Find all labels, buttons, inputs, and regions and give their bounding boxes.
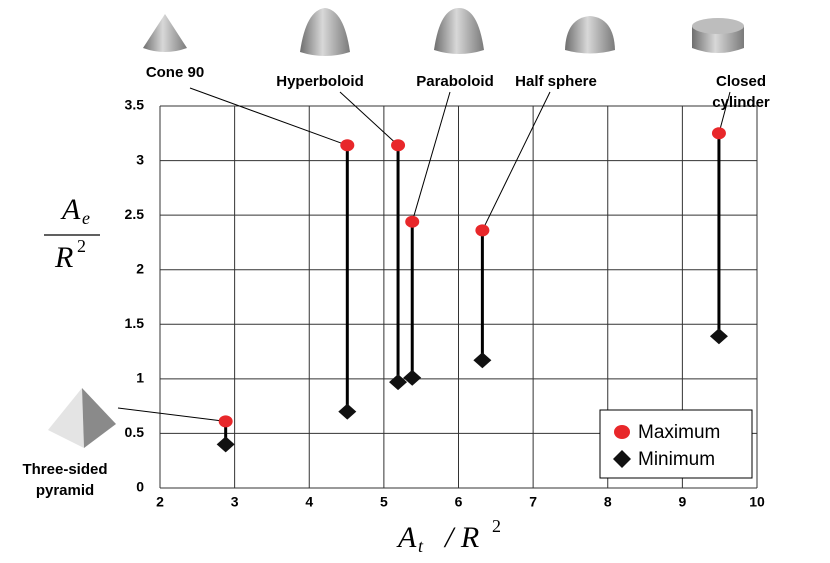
min-marker: [473, 352, 491, 368]
max-marker: [712, 127, 726, 139]
x-tick-label: 9: [678, 494, 686, 510]
x-tick-label: 4: [305, 494, 313, 510]
y-axis-label: A e R 2: [44, 193, 100, 274]
legend-marker: [614, 425, 630, 439]
x-tick-label: 10: [749, 494, 765, 510]
min-marker: [710, 328, 728, 344]
min-marker: [338, 404, 356, 420]
x-tick-label: 7: [529, 494, 537, 510]
min-marker: [403, 370, 421, 386]
legend-label: Maximum: [638, 422, 720, 443]
y-tick-label: 1: [136, 370, 144, 386]
y-tick-label: 1.5: [125, 315, 145, 331]
leader-line: [482, 92, 550, 230]
leader-line: [118, 408, 226, 421]
category-label: Three-sided pyramid: [20, 459, 110, 501]
x-tick-label: 6: [455, 494, 463, 510]
y-label-denominator: R: [54, 241, 73, 274]
x-label-rest: / R: [443, 521, 479, 554]
y-tick-label: 0.5: [125, 424, 145, 440]
x-axis-label: A t / R 2: [396, 516, 501, 556]
category-label: Paraboloid: [400, 71, 510, 92]
category-label: Closed cylinder: [686, 71, 796, 113]
page: A e R 2 A t / R 2 0 0.5 1 1.5 2 2.5 3 3.5 2 3 4 5 6 7…: [0, 0, 830, 563]
x-tick-label: 3: [231, 494, 239, 510]
category-label: Hyperboloid: [265, 71, 375, 92]
y-tick-label: 3: [136, 151, 144, 167]
min-marker: [389, 374, 407, 390]
y-tick-label: 3.5: [125, 97, 145, 113]
x-label-sub: t: [418, 536, 424, 556]
leader-line: [340, 92, 398, 145]
y-tick-label: 2: [136, 260, 144, 276]
leader-line: [412, 92, 450, 222]
y-tick-label: 0: [136, 479, 144, 495]
legend-label: Minimum: [638, 449, 715, 470]
max-marker: [405, 216, 419, 228]
y-label-sup: 2: [77, 236, 86, 256]
y-label-numerator: A: [60, 193, 81, 226]
x-tick-label: 8: [604, 494, 612, 510]
max-marker: [475, 224, 489, 236]
max-marker: [391, 139, 405, 151]
category-label: Half sphere: [501, 71, 611, 92]
x-label-base: A: [396, 521, 417, 554]
min-marker: [217, 436, 235, 452]
category-label: Cone 90: [120, 62, 230, 83]
x-tick-label: 2: [156, 494, 164, 510]
max-marker: [340, 139, 354, 151]
y-label-sub: e: [82, 208, 90, 228]
leader-line: [190, 88, 347, 145]
x-tick-label: 5: [380, 494, 388, 510]
x-label-sup: 2: [492, 516, 501, 536]
y-tick-label: 2.5: [125, 206, 145, 222]
max-marker: [219, 415, 233, 427]
